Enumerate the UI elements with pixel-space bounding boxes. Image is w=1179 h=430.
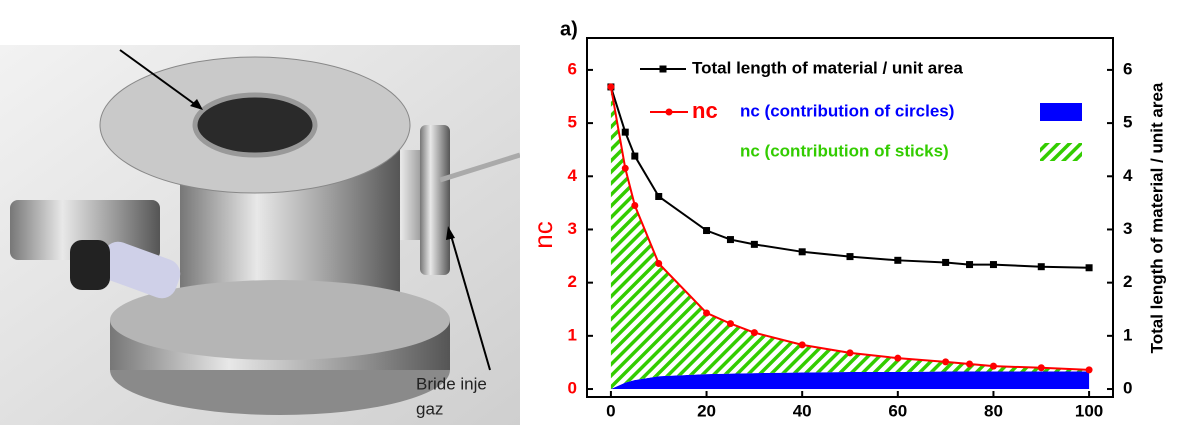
y2-tick-label: 0 [1123, 379, 1132, 398]
marker [798, 341, 806, 349]
area [610, 86, 1090, 390]
y2-tick-label: 4 [1123, 166, 1133, 185]
plot-frame [586, 37, 1114, 398]
marker [607, 83, 615, 91]
y-tick-label: 1 [568, 325, 577, 344]
y2-tick-label: 3 [1123, 219, 1132, 238]
legend-label: nc [692, 98, 718, 123]
legend-marker [659, 65, 667, 73]
marker [703, 309, 711, 317]
marker [894, 354, 902, 362]
marker [1085, 366, 1093, 374]
area [610, 371, 1090, 390]
marker [846, 349, 854, 357]
marker [989, 362, 997, 370]
legend-marker [665, 108, 673, 116]
x-tick-label: 20 [697, 401, 716, 420]
marker [750, 329, 758, 337]
marker [621, 128, 629, 136]
y2-tick-label: 1 [1123, 325, 1132, 344]
marker [655, 260, 663, 268]
x-tick-label: 100 [1075, 401, 1103, 420]
y-tick-label: 4 [568, 166, 578, 185]
legend-swatch [1040, 103, 1082, 121]
marker [966, 261, 974, 269]
marker [726, 320, 734, 328]
marker [1085, 264, 1093, 272]
y2-tick-label: 5 [1123, 113, 1132, 132]
y2-tick-label: 6 [1123, 59, 1132, 78]
marker [966, 360, 974, 368]
marker [631, 202, 639, 210]
marker [655, 192, 663, 200]
x-tick-label: 80 [984, 401, 1003, 420]
y-tick-label: 0 [568, 379, 577, 398]
photo: Bride inje gaz [0, 0, 534, 425]
marker [703, 227, 711, 235]
legend-label: Total length of material / unit area [692, 58, 963, 77]
y-axis-label: nc [528, 221, 558, 248]
y-tick-label: 6 [568, 59, 577, 78]
y-tick-label: 2 [568, 272, 577, 291]
panel-label: a) [560, 18, 578, 40]
x-tick-label: 40 [793, 401, 812, 420]
y-tick-label: 3 [568, 219, 577, 238]
legend-label: nc (contribution of circles) [740, 101, 954, 120]
x-tick-label: 0 [606, 401, 615, 420]
x-tick-label: 60 [888, 401, 907, 420]
marker [942, 358, 950, 366]
photo-label: gaz [416, 399, 443, 418]
legend-swatch [1040, 143, 1082, 161]
marker [1037, 263, 1045, 271]
photo-label: Bride inje [416, 374, 487, 393]
y2-tick-label: 2 [1123, 272, 1132, 291]
marker [942, 258, 950, 266]
marker [989, 261, 997, 269]
y-tick-label: 5 [568, 113, 577, 132]
y2-axis-label: Total length of material / unit area [1147, 82, 1166, 353]
marker [750, 240, 758, 248]
marker [894, 256, 902, 264]
marker [631, 152, 639, 160]
marker [621, 164, 629, 172]
marker [1037, 364, 1045, 372]
marker [726, 236, 734, 244]
legend-label: nc (contribution of sticks) [740, 141, 949, 160]
marker [798, 248, 806, 256]
marker [846, 253, 854, 261]
